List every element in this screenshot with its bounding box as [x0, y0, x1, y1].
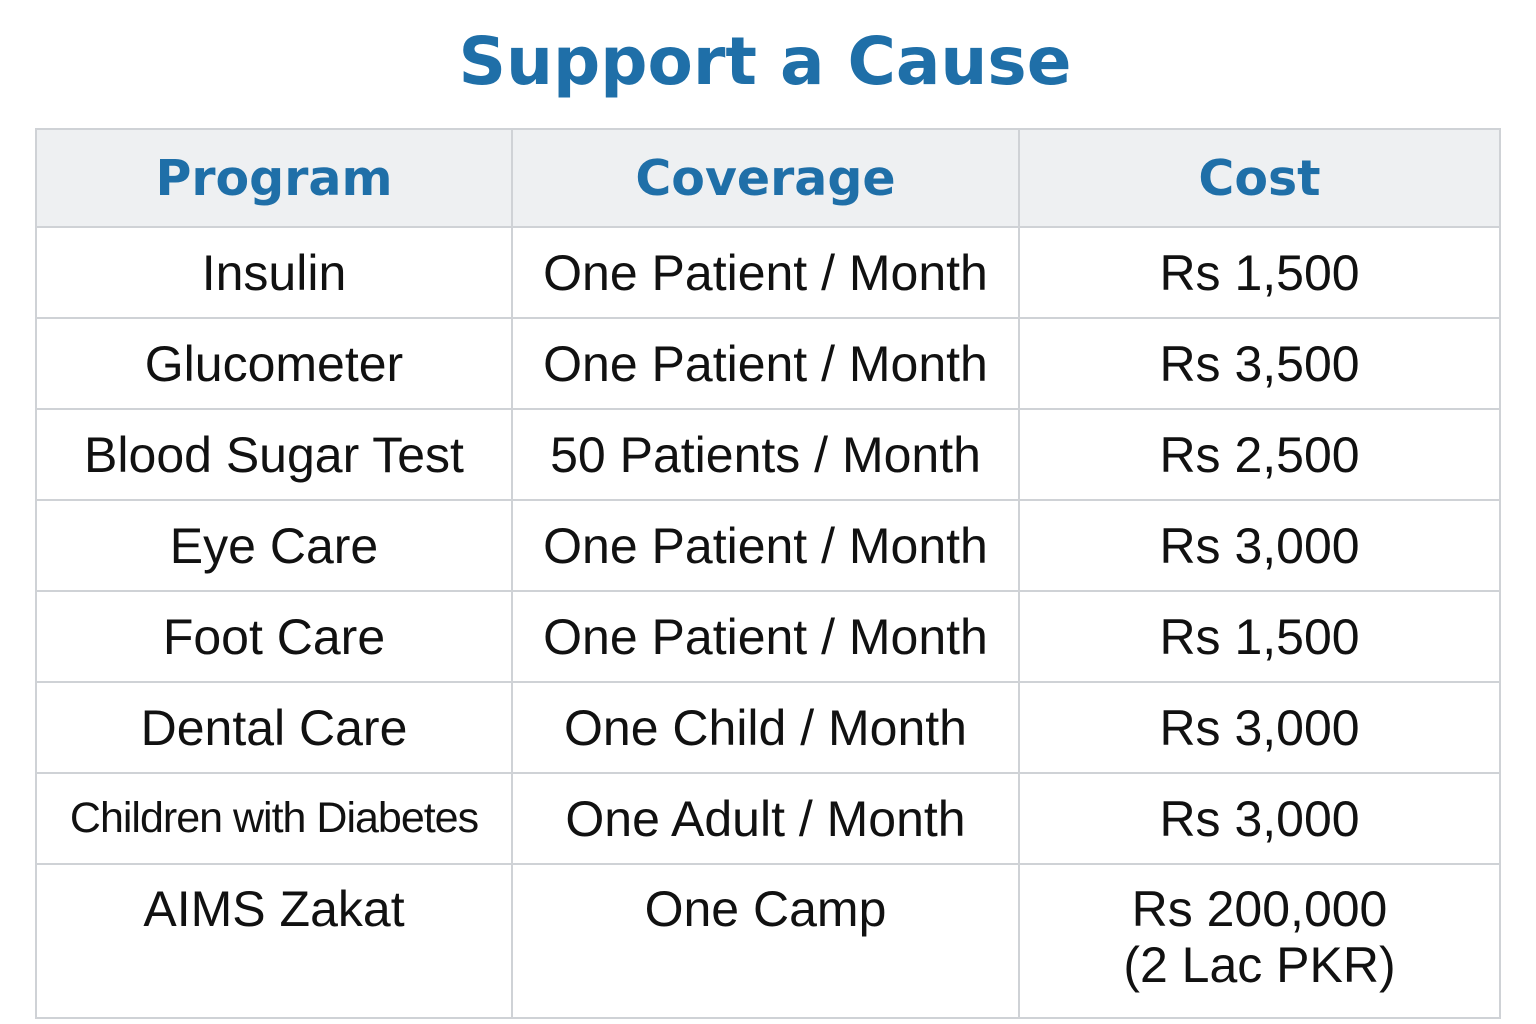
- program-cell: Dental Care: [35, 681, 513, 774]
- cost-cell: Rs 3,000: [1018, 772, 1501, 865]
- cost-note: (2 Lac PKR): [1123, 937, 1396, 993]
- program-cell: Glucometer: [35, 317, 513, 410]
- cost-cell: Rs 3,500: [1018, 317, 1501, 410]
- program-cell: Children with Diabetes: [35, 772, 513, 865]
- coverage-cell: One Patient / Month: [511, 590, 1020, 683]
- coverage-cell: One Child / Month: [511, 681, 1020, 774]
- coverage-cell: One Patient / Month: [511, 499, 1020, 592]
- cost-cell: Rs 1,500: [1018, 226, 1501, 319]
- table-row: Children with Diabetes One Adult / Month…: [35, 772, 1501, 865]
- coverage-cell: One Camp: [511, 863, 1020, 1019]
- coverage-cell: One Patient / Month: [511, 226, 1020, 319]
- header-row: Program Coverage Cost: [35, 128, 1501, 228]
- program-cell: Insulin: [35, 226, 513, 319]
- support-cause-table: Program Coverage Cost Insulin One Patien…: [35, 128, 1501, 1019]
- coverage-cell: One Patient / Month: [511, 317, 1020, 410]
- program-cell: Eye Care: [35, 499, 513, 592]
- cost-cell: Rs 3,000: [1018, 499, 1501, 592]
- table-row: Dental Care One Child / Month Rs 3,000: [35, 681, 1501, 774]
- table-row: Insulin One Patient / Month Rs 1,500: [35, 226, 1501, 319]
- cost-cell: Rs 2,500: [1018, 408, 1501, 501]
- cost-cell: Rs 3,000: [1018, 681, 1501, 774]
- table-row: Blood Sugar Test 50 Patients / Month Rs …: [35, 408, 1501, 501]
- cost-cell: Rs 1,500: [1018, 590, 1501, 683]
- cost-amount: Rs 200,000: [1131, 881, 1388, 937]
- table-row: Eye Care One Patient / Month Rs 3,000: [35, 499, 1501, 592]
- table-row: Foot Care One Patient / Month Rs 1,500: [35, 590, 1501, 683]
- column-header-program: Program: [35, 128, 513, 228]
- column-header-cost: Cost: [1018, 128, 1501, 228]
- table-body: Insulin One Patient / Month Rs 1,500 Glu…: [35, 226, 1501, 1019]
- table-row: AIMS Zakat One Camp Rs 200,000 (2 Lac PK…: [35, 863, 1501, 1019]
- program-cell: Foot Care: [35, 590, 513, 683]
- cost-cell: Rs 200,000 (2 Lac PKR): [1018, 863, 1501, 1019]
- table-header: Program Coverage Cost: [35, 128, 1501, 228]
- page-title: Support a Cause: [458, 23, 1072, 100]
- column-header-coverage: Coverage: [511, 128, 1020, 228]
- coverage-cell: 50 Patients / Month: [511, 408, 1020, 501]
- coverage-cell: One Adult / Month: [511, 772, 1020, 865]
- table-row: Glucometer One Patient / Month Rs 3,500: [35, 317, 1501, 410]
- program-cell: Blood Sugar Test: [35, 408, 513, 501]
- program-cell: AIMS Zakat: [35, 863, 513, 1019]
